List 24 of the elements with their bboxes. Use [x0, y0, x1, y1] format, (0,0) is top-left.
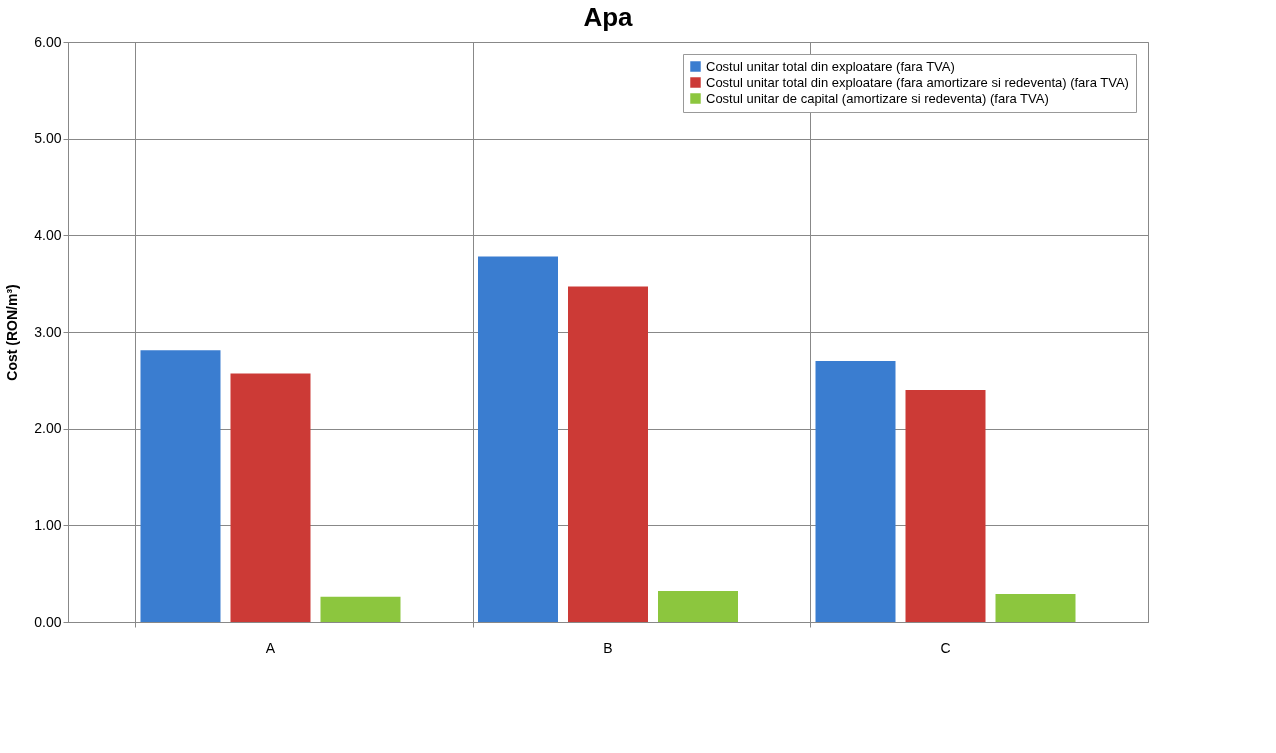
y-tick-label: 4.00 [34, 226, 62, 243]
chart-title: Apa [583, 2, 634, 32]
bar [905, 390, 986, 622]
bar [320, 596, 401, 622]
y-tick-label: 1.00 [34, 516, 62, 533]
y-axis-title: Cost (RON/m³) [4, 284, 21, 381]
x-tick-label: B [603, 639, 613, 656]
legend-label: Costul unitar total din exploatare (fara amortizare si redeventa) (fara TVA) [706, 74, 1129, 90]
bar [140, 350, 221, 622]
x-tick-label: A [265, 639, 276, 656]
bar [995, 593, 1076, 622]
y-tick-label: 6.00 [34, 33, 62, 50]
bar [815, 361, 896, 622]
bar [230, 373, 311, 622]
x-tick-label: C [940, 639, 951, 656]
y-tick-label: 2.00 [34, 420, 62, 437]
legend-label: Costul unitar total din exploatare (fara TVA) [706, 58, 955, 74]
y-tick-label: 3.00 [34, 323, 62, 340]
bar [478, 256, 558, 622]
legend-label: Costul unitar de capital (amortizare si redeventa) (fara TVA) [706, 90, 1049, 106]
bar [658, 591, 738, 622]
y-tick-label: 0.00 [34, 613, 62, 630]
y-tick-label: 5.00 [34, 130, 62, 147]
bar [568, 286, 648, 622]
